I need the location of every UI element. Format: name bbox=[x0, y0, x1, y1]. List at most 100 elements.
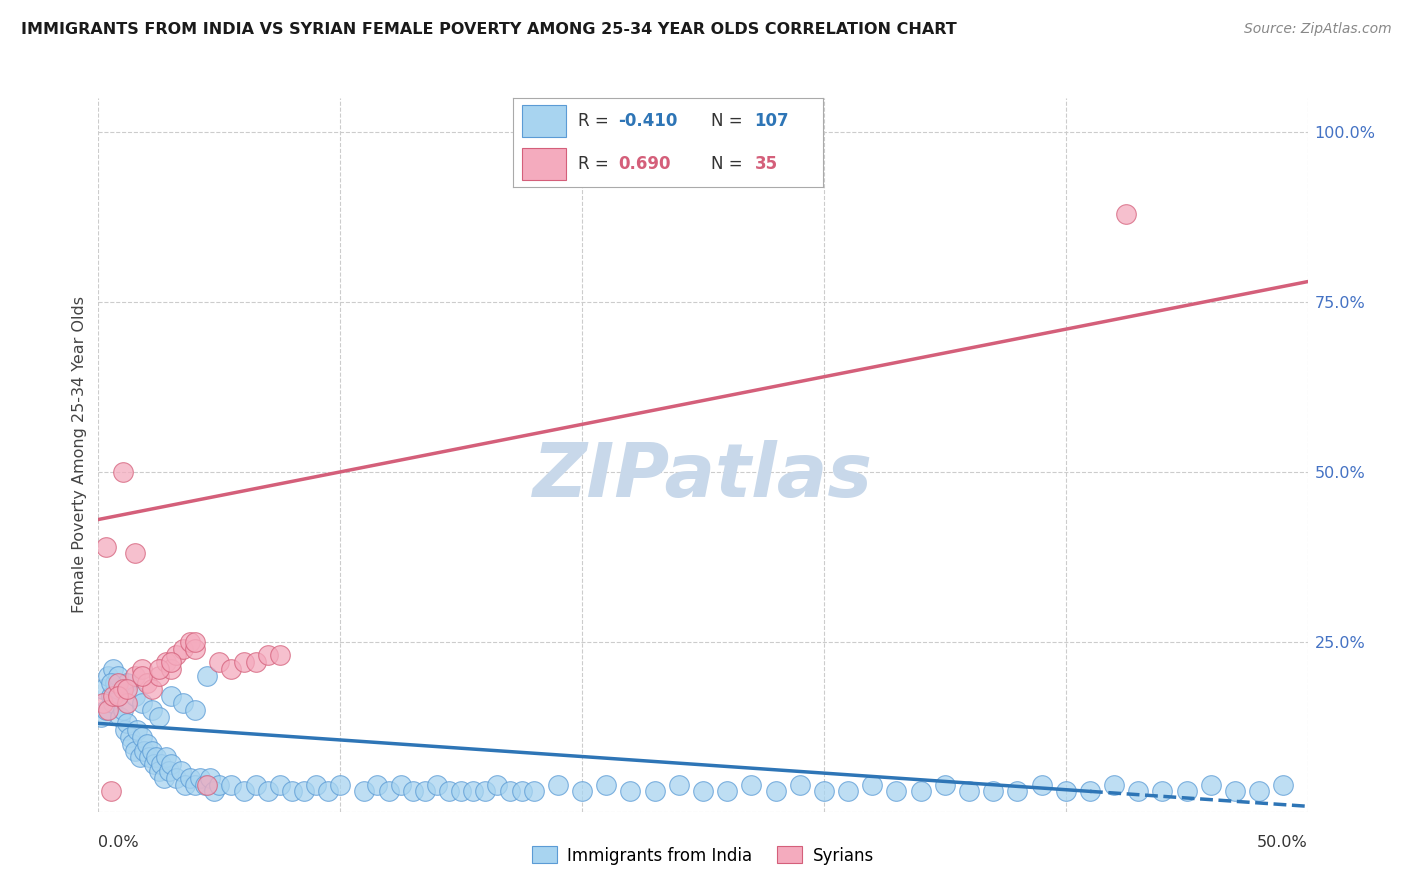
Point bbox=[108, 709, 131, 723]
Point bbox=[131, 662, 153, 676]
Point bbox=[1152, 784, 1174, 798]
Point bbox=[172, 696, 194, 710]
Point bbox=[152, 771, 174, 785]
Point bbox=[155, 655, 177, 669]
Point bbox=[107, 675, 129, 690]
Point bbox=[269, 648, 291, 663]
Point bbox=[692, 784, 714, 798]
Point bbox=[353, 784, 375, 798]
Point bbox=[510, 784, 533, 798]
Text: 107: 107 bbox=[755, 112, 789, 130]
Point bbox=[165, 771, 187, 785]
Point bbox=[256, 784, 278, 798]
Point bbox=[740, 778, 762, 792]
Point bbox=[118, 730, 141, 744]
Point bbox=[292, 784, 315, 798]
Point bbox=[204, 784, 226, 798]
Point bbox=[644, 784, 666, 798]
Point bbox=[160, 662, 183, 676]
Point bbox=[316, 784, 339, 798]
Point bbox=[305, 778, 328, 792]
Point bbox=[94, 540, 117, 554]
Text: Source: ZipAtlas.com: Source: ZipAtlas.com bbox=[1244, 22, 1392, 37]
Text: IMMIGRANTS FROM INDIA VS SYRIAN FEMALE POVERTY AMONG 25-34 YEAR OLDS CORRELATION: IMMIGRANTS FROM INDIA VS SYRIAN FEMALE P… bbox=[21, 22, 957, 37]
Point bbox=[1272, 778, 1295, 792]
Point bbox=[1078, 784, 1101, 798]
Point bbox=[837, 784, 859, 798]
Point bbox=[188, 771, 211, 785]
Point bbox=[981, 784, 1004, 798]
Point bbox=[124, 669, 146, 683]
Point bbox=[90, 709, 112, 723]
Point bbox=[269, 778, 291, 792]
Point bbox=[100, 675, 122, 690]
Point bbox=[107, 669, 129, 683]
Point bbox=[148, 764, 170, 778]
Point bbox=[195, 669, 218, 683]
Point bbox=[135, 675, 157, 690]
Point bbox=[174, 778, 197, 792]
Point bbox=[111, 465, 134, 479]
Point bbox=[97, 703, 120, 717]
Point bbox=[141, 682, 163, 697]
Bar bbox=[523, 148, 565, 180]
Point bbox=[1249, 784, 1271, 798]
Point bbox=[450, 784, 472, 798]
Point bbox=[100, 784, 122, 798]
Point bbox=[256, 648, 278, 663]
Text: N =: N = bbox=[711, 155, 748, 173]
Point bbox=[117, 675, 139, 690]
Point bbox=[141, 743, 163, 757]
Point bbox=[135, 737, 157, 751]
Point bbox=[91, 696, 114, 710]
Point bbox=[813, 784, 835, 798]
Point bbox=[141, 703, 163, 717]
Point bbox=[169, 764, 191, 778]
Point bbox=[1199, 778, 1222, 792]
Point bbox=[117, 716, 139, 731]
Point bbox=[547, 778, 569, 792]
Point bbox=[131, 730, 153, 744]
Point bbox=[150, 757, 173, 772]
Point bbox=[194, 778, 217, 792]
Text: 0.0%: 0.0% bbox=[98, 836, 139, 850]
Point bbox=[124, 689, 146, 703]
Point bbox=[523, 784, 546, 798]
Point bbox=[101, 689, 124, 703]
Text: R =: R = bbox=[578, 155, 614, 173]
Point bbox=[1223, 784, 1246, 798]
Point bbox=[111, 682, 134, 697]
Point bbox=[131, 669, 153, 683]
Text: ZIPatlas: ZIPatlas bbox=[533, 440, 873, 513]
Point bbox=[117, 696, 139, 710]
Point bbox=[1054, 784, 1077, 798]
Point bbox=[172, 641, 194, 656]
Y-axis label: Female Poverty Among 25-34 Year Olds: Female Poverty Among 25-34 Year Olds bbox=[72, 296, 87, 614]
Text: R =: R = bbox=[578, 112, 614, 130]
Point bbox=[94, 703, 117, 717]
Text: N =: N = bbox=[711, 112, 748, 130]
Point bbox=[1102, 778, 1125, 792]
Point bbox=[124, 546, 146, 560]
Point bbox=[426, 778, 449, 792]
Point bbox=[329, 778, 352, 792]
Point bbox=[486, 778, 509, 792]
Point bbox=[437, 784, 460, 798]
Point bbox=[128, 750, 150, 764]
Point bbox=[160, 757, 183, 772]
Point bbox=[716, 784, 738, 798]
Point bbox=[184, 703, 207, 717]
Point bbox=[245, 778, 267, 792]
Text: -0.410: -0.410 bbox=[619, 112, 678, 130]
Point bbox=[121, 737, 143, 751]
Point bbox=[145, 750, 167, 764]
Point bbox=[377, 784, 399, 798]
Point bbox=[886, 784, 908, 798]
Point bbox=[184, 641, 207, 656]
Point bbox=[789, 778, 811, 792]
Point bbox=[124, 743, 146, 757]
Point bbox=[111, 703, 134, 717]
Point bbox=[221, 778, 243, 792]
Text: 0.690: 0.690 bbox=[619, 155, 671, 173]
Point bbox=[1115, 207, 1137, 221]
